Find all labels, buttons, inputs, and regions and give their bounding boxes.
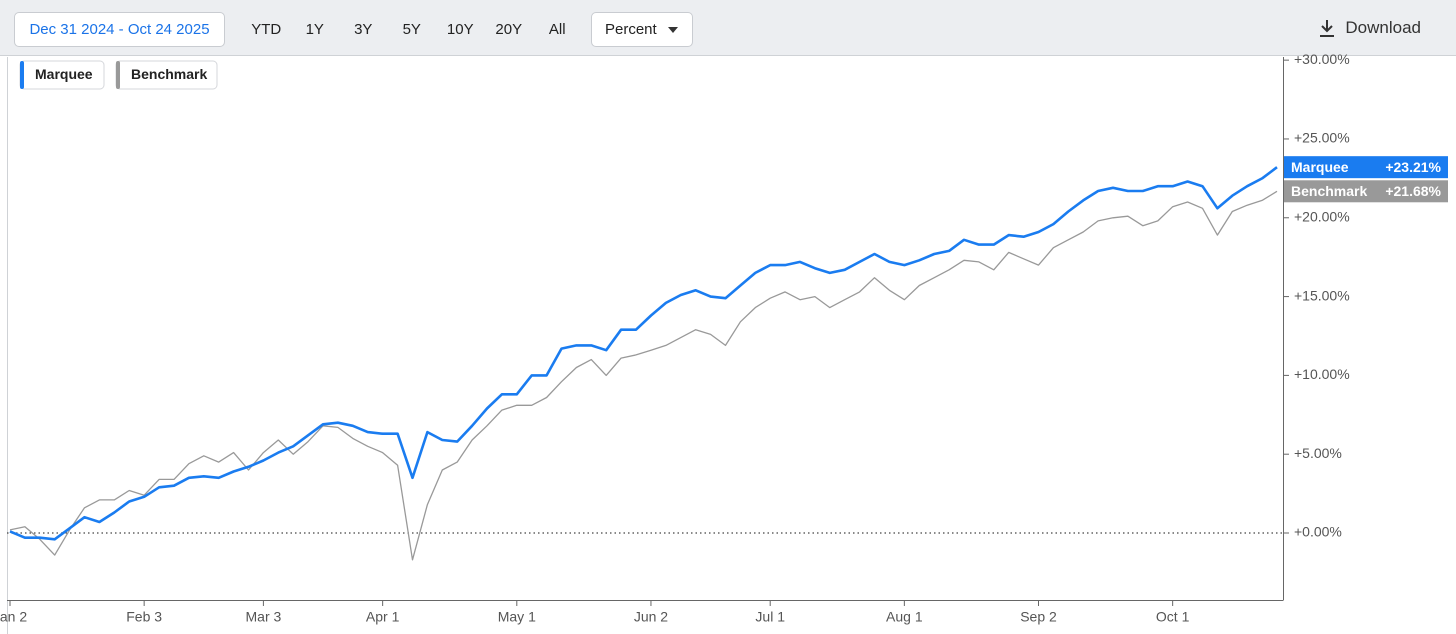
x-tick-label: Apr 1: [366, 609, 400, 625]
range-button[interactable]: 10Y: [446, 21, 474, 38]
range-button[interactable]: 20Y: [495, 21, 523, 38]
legend-item[interactable]: Marquee: [19, 60, 105, 90]
range-buttons: YTD 1Y 3Y 5Y 10Y 20Y All: [242, 12, 582, 47]
download-button[interactable]: Download: [1319, 18, 1421, 38]
download-label: Download: [1345, 18, 1421, 37]
range-button[interactable]: 1Y: [305, 21, 324, 38]
x-tick-label: Jul 1: [755, 609, 785, 625]
y-tick-label: +20.00%: [1294, 208, 1350, 224]
current-value-name: Marquee: [1291, 159, 1349, 175]
current-value-pill: [1284, 180, 1448, 203]
legend-item[interactable]: Benchmark: [115, 60, 218, 90]
range-button[interactable]: YTD: [251, 21, 282, 38]
y-tick-label: +25.00%: [1294, 130, 1350, 146]
series-line: [9, 190, 1278, 561]
unit-label: Percent: [605, 21, 657, 38]
legend-swatch: [20, 61, 24, 89]
series-line: [9, 166, 1278, 541]
range-button[interactable]: 5Y: [402, 21, 421, 38]
current-value-label: +21.68%: [1385, 183, 1441, 199]
toolbar: Dec 31 2024 - Oct 24 2025 YTD 1Y 3Y 5Y 10Y 20…: [0, 0, 1456, 56]
y-tick-label: +0.00%: [1294, 524, 1342, 540]
y-tick-label: +15.00%: [1294, 287, 1350, 303]
caret: [667, 26, 678, 33]
current-value-pill: [1284, 156, 1448, 179]
legend-label: Marquee: [35, 66, 93, 82]
y-tick-label: +5.00%: [1294, 445, 1342, 461]
range-button[interactable]: 3Y: [354, 21, 373, 38]
x-tick-label: Jan 2: [0, 609, 27, 625]
date-range-button[interactable]: Dec 31 2024 - Oct 24 2025: [14, 12, 225, 47]
legend-swatch: [116, 61, 120, 89]
x-tick-label: Sep 2: [1020, 609, 1057, 625]
x-tick-label: Jun 2: [634, 609, 668, 625]
current-value-label: +23.21%: [1385, 159, 1441, 175]
range-button[interactable]: All: [548, 21, 566, 38]
x-tick-label: Oct 1: [1156, 609, 1190, 625]
download-icon: [1320, 20, 1335, 37]
x-tick-label: Feb 3: [126, 609, 162, 625]
current-value-name: Benchmark: [1291, 183, 1367, 199]
y-tick-label: +30.00%: [1294, 51, 1350, 67]
legend-label: Benchmark: [131, 66, 207, 82]
x-tick-label: Aug 1: [886, 609, 923, 625]
y-tick-label: +10.00%: [1294, 366, 1350, 382]
x-tick-label: Mar 3: [246, 609, 282, 625]
x-tick-label: May 1: [498, 609, 536, 625]
unit-dropdown[interactable]: Percent: [591, 12, 693, 47]
